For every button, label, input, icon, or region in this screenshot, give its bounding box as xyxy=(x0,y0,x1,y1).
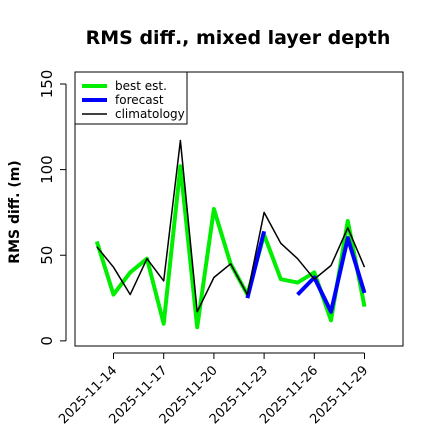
series-lines xyxy=(94,139,367,330)
y-tick-label: 150 xyxy=(38,70,56,99)
y-tick-label: 50 xyxy=(38,246,56,265)
x-axis: 2025-11-142025-11-172025-11-202025-11-23… xyxy=(56,352,371,427)
legend-label: forecast xyxy=(115,93,164,107)
plot-frame xyxy=(74,71,404,347)
y-axis-label: RMS diff. (m) xyxy=(7,160,23,263)
chart-title: RMS diff., mixed layer depth xyxy=(86,27,391,49)
legend-label: climatology xyxy=(115,107,185,121)
y-axis: 0 50 100 150 xyxy=(38,70,67,346)
series-line-best-est xyxy=(94,164,367,330)
series-line-forecast xyxy=(245,230,367,314)
legend-label: best est. xyxy=(115,79,167,93)
series-line-climatology xyxy=(96,139,366,313)
y-tick-label: 0 xyxy=(38,336,56,346)
y-tick-label: 100 xyxy=(38,155,56,184)
